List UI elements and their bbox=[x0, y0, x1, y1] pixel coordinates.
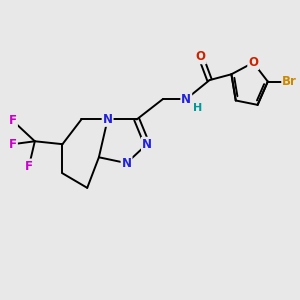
Text: N: N bbox=[103, 113, 112, 126]
Text: F: F bbox=[9, 138, 17, 151]
Text: O: O bbox=[196, 50, 206, 63]
Text: Br: Br bbox=[282, 75, 297, 88]
Text: F: F bbox=[9, 114, 17, 128]
Text: N: N bbox=[181, 92, 191, 106]
Text: N: N bbox=[142, 138, 152, 151]
Text: F: F bbox=[25, 160, 33, 172]
Text: O: O bbox=[248, 56, 258, 69]
Text: N: N bbox=[122, 157, 131, 169]
Text: H: H bbox=[193, 103, 203, 113]
